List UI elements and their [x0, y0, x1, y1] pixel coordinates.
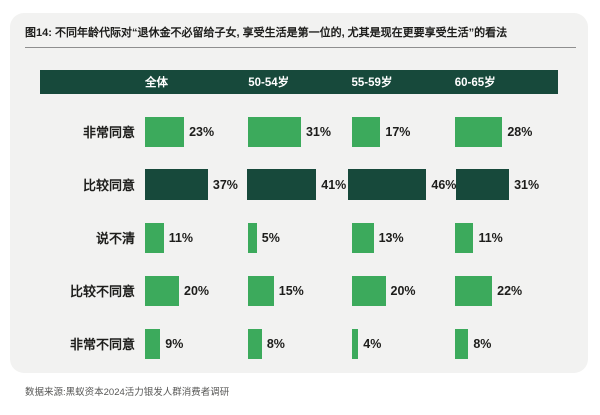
bar-cell: 31% — [248, 105, 351, 158]
value-label: 31% — [514, 177, 540, 192]
bar-cell: 17% — [351, 105, 455, 158]
bar — [454, 222, 474, 253]
bar-cell: 41% — [246, 158, 349, 211]
bar — [348, 169, 427, 200]
bar-cell: 22% — [454, 264, 558, 317]
bar — [248, 328, 262, 359]
chart-card: 图14: 不同年龄代际对“退休金不必留给子女, 享受生活是第一位的, 尤其是现在… — [10, 13, 588, 373]
value-label: 15% — [278, 283, 304, 298]
column-header: 60-65岁 — [454, 77, 496, 89]
table-row: 比较同意 37% 41% 46% 31% — [40, 158, 558, 211]
value-label: 13% — [378, 230, 404, 245]
value-label: 22% — [497, 283, 523, 298]
bar — [454, 328, 469, 359]
bar-cell: 4% — [351, 317, 455, 370]
value-label: 4% — [363, 336, 382, 351]
row-label: 比较同意 — [82, 178, 135, 193]
value-label: 8% — [266, 336, 285, 351]
value-label: 23% — [189, 124, 215, 139]
table-row: 比较不同意 20% 15% 20% 22% — [40, 264, 558, 317]
title-divider — [25, 47, 576, 48]
value-label: 11% — [478, 230, 503, 245]
bar — [248, 222, 257, 253]
column-header: 全体 — [145, 77, 168, 89]
bar-cell: 15% — [248, 264, 351, 317]
bar-cell: 20% — [351, 264, 455, 317]
bar — [454, 275, 493, 306]
bar — [145, 328, 161, 359]
table-row: 非常同意 23% 31% 17% 28% — [40, 105, 558, 158]
chart-table: 全体 50-54岁 55-59岁 60-65岁 非常同意 23% 31% 17% 28% 比较同… — [40, 70, 558, 370]
bar-cell: 13% — [351, 211, 455, 264]
bar — [351, 222, 374, 253]
bar — [454, 116, 503, 147]
bar-cell: 46% — [348, 158, 456, 211]
bar — [246, 169, 317, 200]
value-label: 20% — [390, 283, 416, 298]
bar-cell: 20% — [145, 264, 248, 317]
bar — [456, 169, 510, 200]
value-label: 31% — [305, 124, 331, 139]
value-label: 8% — [473, 336, 492, 351]
bar — [145, 222, 164, 253]
row-label: 说不清 — [95, 231, 135, 246]
value-label: 9% — [165, 336, 184, 351]
bar — [145, 275, 179, 306]
bar — [145, 169, 208, 200]
table-row: 说不清 11% 5% 13% 11% — [40, 211, 558, 264]
bar-cell: 11% — [145, 211, 248, 264]
bar-cell: 8% — [248, 317, 351, 370]
bar — [145, 116, 185, 147]
column-header-row: 全体 50-54岁 55-59岁 60-65岁 — [40, 70, 558, 94]
bar — [248, 116, 301, 147]
column-header: 55-59岁 — [351, 77, 393, 89]
bar-cell: 8% — [454, 317, 558, 370]
value-label: 20% — [184, 283, 210, 298]
value-label: 11% — [168, 230, 194, 245]
value-label: 37% — [212, 177, 238, 192]
bar-cell: 37% — [145, 158, 247, 211]
bar — [248, 275, 274, 306]
row-label: 比较不同意 — [69, 284, 135, 299]
value-label: 17% — [385, 124, 411, 139]
bar — [351, 328, 359, 359]
source-note: 数据来源:黑蚁资本2024活力银发人群消费者调研 — [25, 387, 230, 398]
bar-cell: 5% — [248, 211, 351, 264]
value-label: 46% — [431, 177, 457, 192]
row-label: 非常同意 — [82, 125, 135, 140]
column-header: 50-54岁 — [248, 77, 290, 89]
bar — [351, 116, 381, 147]
bar-cell: 23% — [145, 105, 248, 158]
chart-rows: 非常同意 23% 31% 17% 28% 比较同意 37% 41% 46% 31% 说不清 11% 5%… — [40, 94, 558, 370]
row-label: 非常不同意 — [69, 337, 135, 352]
bar-cell: 28% — [454, 105, 558, 158]
chart-title: 图14: 不同年龄代际对“退休金不必留给子女, 享受生活是第一位的, 尤其是现在… — [25, 27, 508, 39]
table-row: 非常不同意 9% 8% 4% 8% — [40, 317, 558, 370]
value-label: 28% — [507, 124, 533, 139]
value-label: 41% — [321, 177, 347, 192]
bar-cell: 9% — [145, 317, 248, 370]
bar-cell: 11% — [454, 211, 558, 264]
value-label: 5% — [261, 230, 280, 245]
bar — [351, 275, 386, 306]
bar-cell: 31% — [456, 158, 558, 211]
